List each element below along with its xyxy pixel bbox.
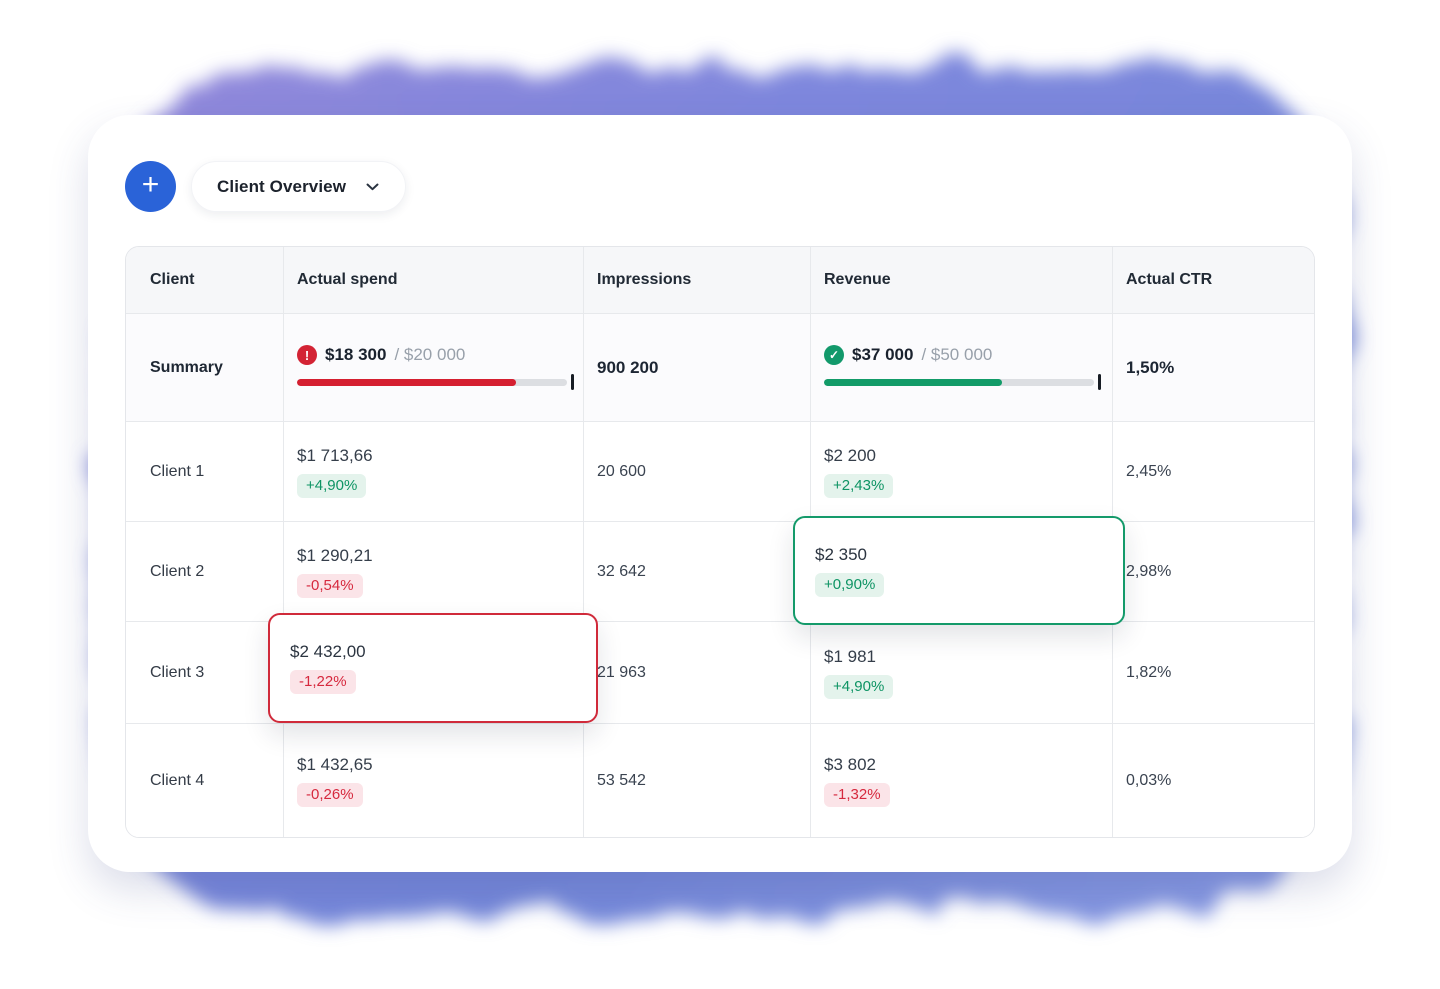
ctr-value: 2,98% bbox=[1126, 562, 1172, 580]
summary-label: Summary bbox=[150, 358, 223, 376]
revenue-delta-badge: +4,90% bbox=[824, 674, 894, 699]
toolbar: + Client Overview bbox=[125, 161, 407, 212]
impressions-value: 20 600 bbox=[597, 462, 646, 480]
client-name: Client 1 bbox=[150, 462, 205, 480]
spend-value: $1 713,66 bbox=[297, 445, 373, 465]
spend-cell[interactable]: $1 432,65 -0,26% bbox=[284, 724, 584, 837]
revenue-value: $2 200 bbox=[824, 445, 876, 465]
summary-spend-target: / $20 000 bbox=[394, 345, 466, 364]
plus-icon: + bbox=[141, 168, 160, 201]
summary-spend-cell: ! $18 300 / $20 000 bbox=[284, 314, 584, 421]
spend-cell[interactable]: $1 713,66 +4,90% bbox=[284, 422, 584, 521]
clients-table: Client Actual spend Impressions Revenue … bbox=[125, 246, 1315, 838]
spend-value: $1 290,21 bbox=[297, 545, 373, 565]
spend-highlight-card[interactable]: $2 432,00 -1,22% bbox=[268, 613, 598, 723]
spend-delta-badge: -1,22% bbox=[290, 670, 356, 694]
alert-icon: ! bbox=[297, 345, 317, 365]
client-name: Client 2 bbox=[150, 562, 205, 580]
revenue-progress-fill bbox=[824, 379, 1003, 386]
client-name: Client 4 bbox=[150, 771, 205, 789]
revenue-value: $2 350 bbox=[815, 544, 867, 564]
table-header-row: Client Actual spend Impressions Revenue … bbox=[126, 247, 1314, 313]
header-actual-spend: Actual spend bbox=[297, 271, 398, 288]
revenue-delta-badge: +2,43% bbox=[824, 473, 894, 498]
summary-ctr: 1,50% bbox=[1126, 357, 1175, 377]
ctr-value: 2,45% bbox=[1126, 462, 1172, 480]
revenue-progress-bar bbox=[824, 374, 1101, 390]
spend-cell[interactable]: $1 290,21 -0,54% bbox=[284, 522, 584, 621]
summary-revenue-target: / $50 000 bbox=[921, 345, 993, 364]
table-row-client-2: Client 2 $1 290,21 -0,54% 32 642 2,98% bbox=[126, 521, 1314, 621]
view-selector-label: Client Overview bbox=[217, 176, 347, 196]
summary-spend-value: $18 300 bbox=[325, 345, 387, 364]
impressions-value: 53 542 bbox=[597, 771, 646, 789]
revenue-highlight-card[interactable]: $2 350 +0,90% bbox=[793, 516, 1125, 625]
header-client: Client bbox=[150, 271, 195, 288]
revenue-value: $1 981 bbox=[824, 646, 876, 666]
spend-progress-fill bbox=[297, 379, 516, 386]
summary-row: Summary ! $18 300 / $20 000 900 200 bbox=[126, 313, 1314, 421]
dashboard-panel: + Client Overview Client Actual spend Im… bbox=[88, 115, 1352, 872]
revenue-delta-badge: +0,90% bbox=[815, 572, 885, 597]
header-revenue: Revenue bbox=[824, 271, 891, 288]
table-row-client-4: Client 4 $1 432,65 -0,26% 53 542 $3 802 … bbox=[126, 723, 1314, 837]
client-name: Client 3 bbox=[150, 663, 205, 681]
summary-revenue-value: $37 000 bbox=[852, 345, 914, 364]
spend-progress-bar bbox=[297, 374, 574, 390]
view-selector-dropdown[interactable]: Client Overview bbox=[191, 161, 407, 212]
spend-delta-badge: -0,26% bbox=[297, 782, 363, 807]
spend-delta-badge: -0,54% bbox=[297, 573, 363, 598]
add-button[interactable]: + bbox=[125, 161, 176, 212]
summary-impressions: 900 200 bbox=[597, 357, 659, 377]
spend-value: $1 432,65 bbox=[297, 754, 373, 774]
spend-delta-badge: +4,90% bbox=[297, 473, 367, 498]
chevron-down-icon bbox=[366, 183, 379, 190]
spend-target-tick bbox=[571, 374, 574, 390]
ctr-value: 0,03% bbox=[1126, 771, 1172, 789]
header-actual-ctr: Actual CTR bbox=[1126, 271, 1213, 288]
revenue-cell[interactable]: $2 200 +2,43% bbox=[811, 422, 1113, 521]
revenue-cell[interactable]: $1 981 +4,90% bbox=[811, 622, 1113, 723]
revenue-cell[interactable]: $3 802 -1,32% bbox=[811, 724, 1113, 837]
impressions-value: 32 642 bbox=[597, 562, 646, 580]
ctr-value: 1,82% bbox=[1126, 663, 1172, 681]
table-row-client-1: Client 1 $1 713,66 +4,90% 20 600 $2 200 … bbox=[126, 421, 1314, 521]
impressions-value: 21 963 bbox=[597, 663, 646, 681]
revenue-delta-badge: -1,32% bbox=[824, 782, 890, 807]
revenue-value: $3 802 bbox=[824, 754, 876, 774]
revenue-target-tick bbox=[1098, 374, 1101, 390]
spend-value: $2 432,00 bbox=[290, 642, 366, 661]
summary-revenue-cell: ✓ $37 000 / $50 000 bbox=[811, 314, 1113, 421]
header-impressions: Impressions bbox=[597, 271, 692, 288]
check-icon: ✓ bbox=[824, 345, 844, 365]
